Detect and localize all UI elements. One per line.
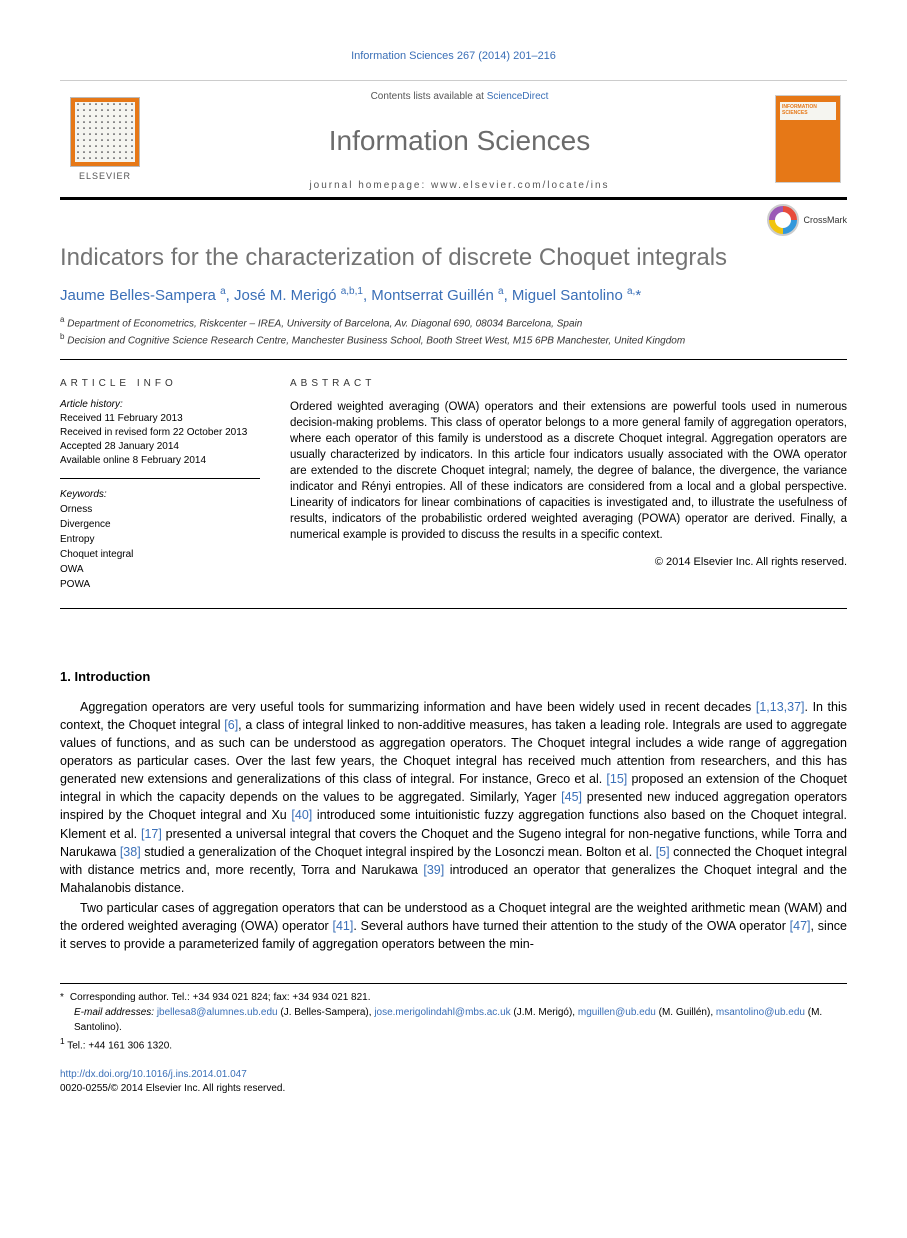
doi-link[interactable]: http://dx.doi.org/10.1016/j.ins.2014.01.… <box>60 1069 247 1080</box>
email-addresses: E-mail addresses: jbellesa8@alumnes.ub.e… <box>60 1005 847 1035</box>
sciencedirect-link[interactable]: ScienceDirect <box>487 91 549 102</box>
section-1-heading: 1. Introduction <box>60 669 847 684</box>
crossmark-icon <box>767 204 799 236</box>
intro-para-2: Two particular cases of aggregation oper… <box>60 899 847 953</box>
footnote-1: Tel.: +44 161 306 1320. <box>67 1041 172 1052</box>
elsevier-tree-icon <box>70 97 140 167</box>
authors-line: Jaume Belles-Sampera a, José M. Merigó a… <box>60 286 847 304</box>
article-info-heading: ARTICLE INFO <box>60 378 260 389</box>
affiliation-b: Decision and Cognitive Science Research … <box>67 336 685 347</box>
contents-available: Contents lists available at ScienceDirec… <box>371 91 549 102</box>
crossmark-badge[interactable]: CrossMark <box>767 204 847 236</box>
elsevier-logo[interactable]: ELSEVIER <box>60 81 150 197</box>
crossmark-label: CrossMark <box>803 215 847 225</box>
citation-line: Information Sciences 267 (2014) 201–216 <box>60 50 847 62</box>
journal-name: Information Sciences <box>329 125 590 157</box>
keywords-label: Keywords: <box>60 489 260 500</box>
journal-header: ELSEVIER Contents lists available at Sci… <box>60 80 847 200</box>
affiliations: a Department of Econometrics, Riskcenter… <box>60 314 847 349</box>
cover-title: INFORMATION SCIENCES <box>782 104 840 116</box>
history-label: Article history: <box>60 399 260 410</box>
affiliation-a: Department of Econometrics, Riskcenter –… <box>67 318 582 329</box>
abstract-heading: ABSTRACT <box>290 378 847 389</box>
journal-homepage[interactable]: journal homepage: www.elsevier.com/locat… <box>309 180 609 191</box>
intro-para-1: Aggregation operators are very useful to… <box>60 698 847 897</box>
doi-block: http://dx.doi.org/10.1016/j.ins.2014.01.… <box>60 1068 847 1096</box>
abstract-text: Ordered weighted averaging (OWA) operato… <box>290 399 847 544</box>
history-list: Received 11 February 2013Received in rev… <box>60 412 260 468</box>
corresponding-author: Corresponding author. Tel.: +34 934 021 … <box>70 990 371 1005</box>
abstract-copyright: © 2014 Elsevier Inc. All rights reserved… <box>290 556 847 568</box>
star-icon: * <box>60 990 64 1005</box>
issn-copyright: 0020-0255/© 2014 Elsevier Inc. All right… <box>60 1082 847 1096</box>
article-title: Indicators for the characterization of d… <box>60 244 727 272</box>
elsevier-label: ELSEVIER <box>79 171 131 181</box>
keywords-list: OrnessDivergenceEntropyChoquet integralO… <box>60 502 260 592</box>
journal-cover-thumb[interactable]: INFORMATION SCIENCES <box>769 89 847 189</box>
footnotes: * Corresponding author. Tel.: +34 934 02… <box>60 983 847 1053</box>
contents-prefix: Contents lists available at <box>371 91 487 102</box>
